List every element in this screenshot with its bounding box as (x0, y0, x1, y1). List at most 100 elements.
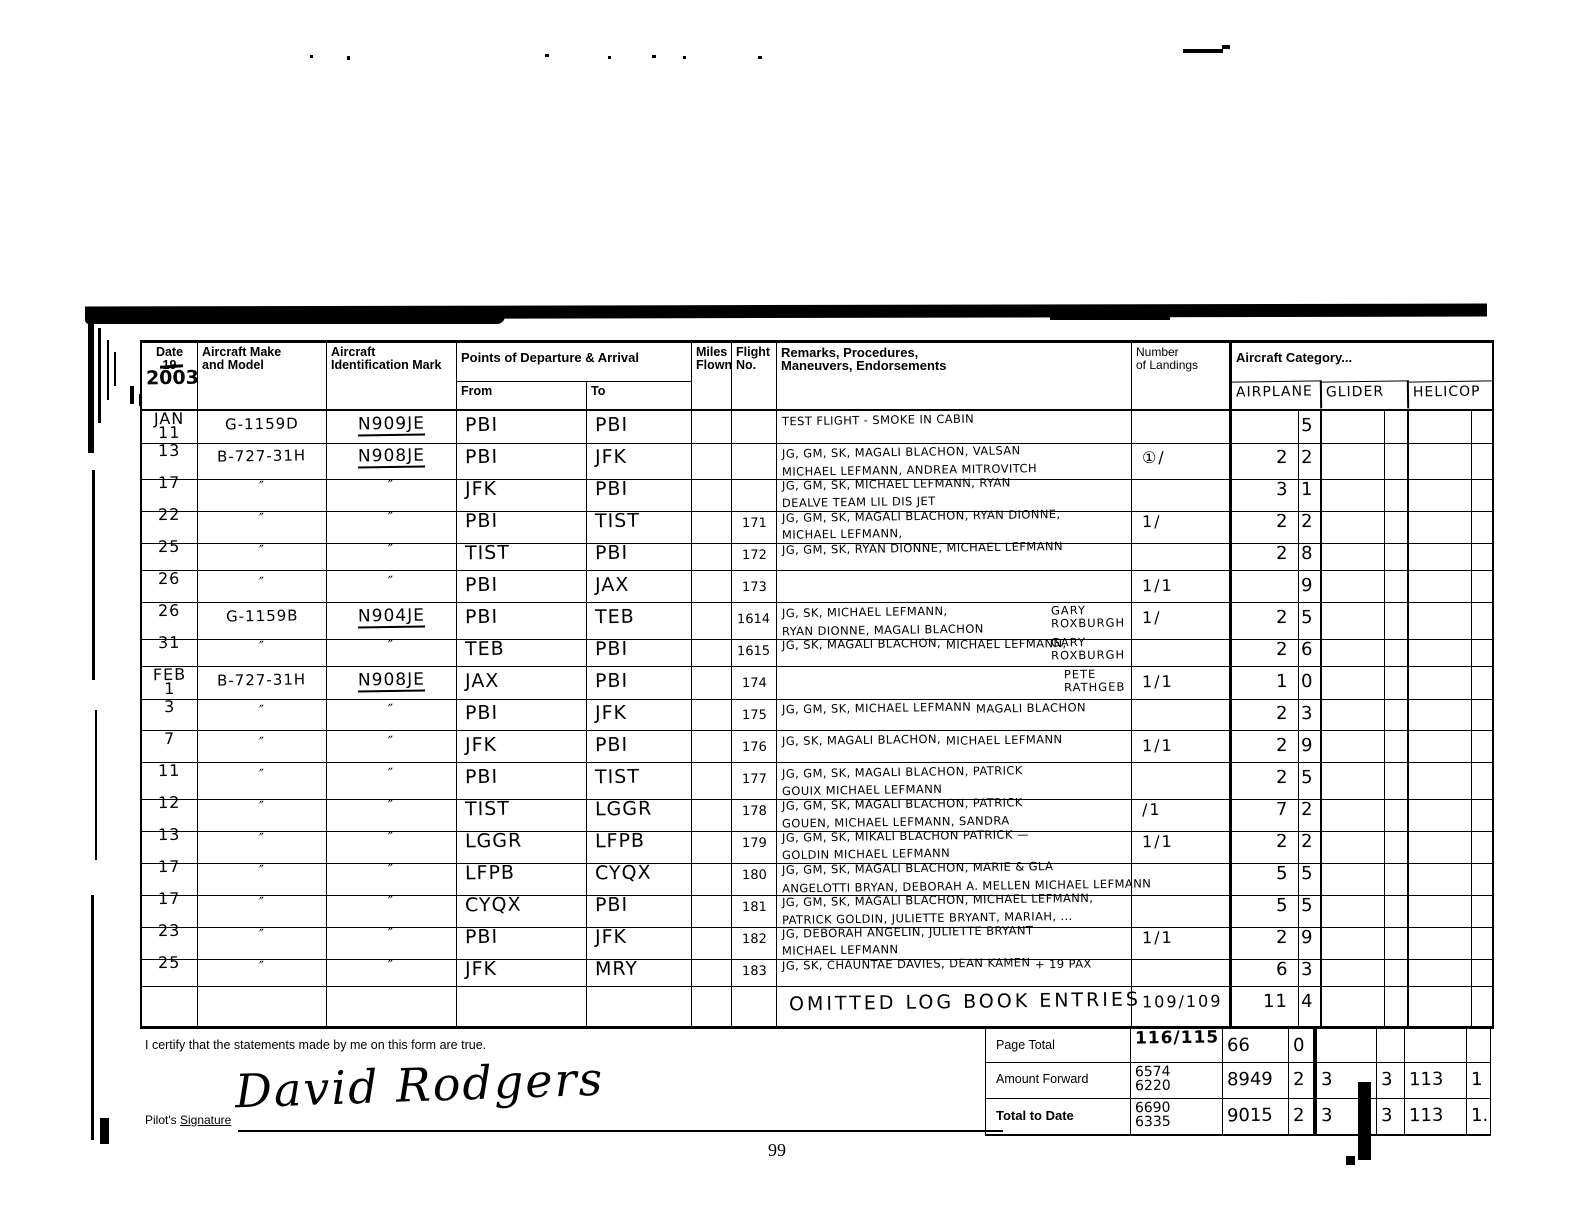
cell-value: 1 (1275, 670, 1289, 693)
remark-line: JG, GM, SK, MICHAEL LEFMANN, RYAN (781, 475, 1011, 493)
cell-ident: ″ (327, 891, 457, 928)
totals-cell-landings: 6690 6335 (1131, 1099, 1223, 1135)
cell-flight: 173 (732, 571, 777, 603)
cell-value: 178 (741, 803, 767, 820)
cell-h2 (1472, 475, 1492, 512)
cell-value: PBI (594, 637, 629, 661)
certify-statement: I certify that the statements made by me… (145, 1038, 487, 1052)
cell-miles (692, 699, 732, 731)
totals-row: Amount Forward 6574 6220 8949 2 3 3 113 1 (986, 1063, 1491, 1099)
totals-cell-g2: 3 (1377, 1063, 1405, 1099)
cell-a1: 2 (1232, 635, 1299, 667)
cell-flight: 176 (732, 731, 777, 763)
cell-a2: 9 (1299, 571, 1322, 603)
cell-value: 175 (741, 707, 767, 724)
cell-remarks: TEST FLIGHT - SMOKE IN CABIN (777, 411, 1132, 444)
cell-g2 (1385, 827, 1409, 864)
cell-value: 3 (1300, 702, 1314, 725)
totals-value: 1 (1470, 1068, 1483, 1091)
cell-ident: ″ (327, 859, 457, 896)
cell-date: 17 (142, 889, 198, 928)
cell-value: 181 (741, 899, 767, 916)
cell-h2 (1472, 859, 1492, 896)
cell-landings (1132, 859, 1232, 896)
cell-make (198, 987, 327, 1027)
cell-value: ″ (258, 894, 266, 912)
pilot-signature: David Rodgers (234, 1051, 605, 1119)
cell-miles (692, 411, 732, 444)
cell-flight (732, 475, 777, 512)
cell-miles (692, 955, 732, 987)
cell-make: G-1159D (198, 411, 327, 444)
cell-value: CYQX (464, 893, 522, 917)
cell-h2 (1472, 635, 1492, 667)
cell-value: 174 (741, 675, 767, 692)
remark-line: JG, GM, SK, RYAN DIONNE, MICHAEL LEFMANN (781, 539, 1064, 557)
cell-g2 (1385, 475, 1409, 512)
logbook-row: FEB 1 B-727-31H N908JE JAX PBI 174 PETE RATHGEB… (142, 665, 1492, 700)
header-landings: Number of Landings (1132, 343, 1232, 409)
logbook-table: Date 19 2003 Aircraft Make and Model Air… (140, 340, 1494, 1029)
cell-h2 (1472, 795, 1492, 832)
cell-h1 (1409, 763, 1472, 800)
cell-value: ″ (388, 925, 395, 943)
cell-value: ″ (388, 957, 395, 975)
cell-value: 1∕1 (1141, 575, 1174, 596)
cell-value: ″ (258, 958, 266, 976)
cell-value: ″ (258, 478, 266, 496)
remark-line: JG, SK, MICHAEL LEFMANN, (781, 603, 948, 621)
remark-line: JG, GM, SK, MAGALI BLACHON, MARIE & GLA (781, 859, 1054, 877)
cell-value: PBI (594, 477, 629, 501)
totals-cell-g1: 3 (1317, 1099, 1377, 1135)
cell-make: ″ (198, 763, 327, 800)
cell-value: 13 (158, 824, 181, 845)
header-ident: Aircraft Identification Mark (327, 343, 457, 409)
remark-line: JG, GM, SK, MAGALI BLACHON, PATRICK (781, 763, 1023, 781)
totals-cell-h2: 1 (1467, 1063, 1491, 1099)
cell-g2 (1385, 891, 1409, 928)
totals-value: 3 (1320, 1068, 1333, 1091)
cell-h2 (1472, 891, 1492, 928)
logbook-row: 22 ″ ″ PBI TIST 171 JG, GM, SK, MAGALI BLACHON… (142, 505, 1492, 544)
cell-value: 26 (158, 568, 181, 589)
cell-h1 (1409, 923, 1472, 960)
cell-value: PBI (594, 669, 629, 693)
cell-value: N908JE (357, 669, 426, 693)
cell-a1: 2 (1232, 603, 1299, 640)
cell-ident: N908JE (327, 667, 457, 700)
cell-value: 9 (1300, 574, 1314, 597)
remark-line: JG, GM, SK, MAGALI BLACHON, RYAN DIONNE, (781, 507, 1061, 525)
totals-cell-landings: 116∕115 (1131, 1027, 1223, 1063)
cell-g2 (1385, 955, 1409, 987)
cell-ident: ″ (327, 763, 457, 800)
cell-g1 (1322, 699, 1385, 731)
cell-value: JFK (464, 957, 498, 981)
cell-value: 7 (163, 728, 176, 749)
cell-value: 23 (158, 920, 181, 941)
totals-value: 113 (1408, 1104, 1444, 1127)
cell-g2 (1385, 987, 1409, 1027)
logbook-row: 25 ″ ″ TIST PBI 172 JG, GM, SK, RYAN DIONNE, M… (142, 537, 1492, 571)
cell-g1 (1322, 923, 1385, 960)
cell-g1 (1322, 955, 1385, 987)
cell-value: 171 (741, 515, 767, 532)
cell-flight (732, 987, 777, 1027)
cell-h2 (1472, 987, 1492, 1027)
cell-date: 23 (142, 920, 198, 960)
cell-make: ″ (198, 891, 327, 928)
cell-h2 (1472, 827, 1492, 864)
cell-flight: 183 (732, 955, 777, 987)
cell-make: ″ (198, 827, 327, 864)
cell-g1 (1322, 987, 1385, 1027)
cell-to: MRY (587, 955, 692, 987)
cell-ident: ″ (327, 539, 457, 571)
cell-value: JAX (464, 669, 500, 693)
cell-remarks: JG, GM, SK, MAGALI BLACHON, MICHAEL LEFM… (777, 891, 1132, 928)
cell-g2 (1385, 603, 1409, 640)
cell-value: 5 (1300, 606, 1314, 629)
cell-date: 12 (142, 793, 198, 832)
cell-remarks: JG, GM, SK, MIKALI BLACHON PATRICK —GOLD… (777, 827, 1132, 864)
remark-line: JG, GM, SK, MAGALI BLACHON, MICHAEL LEFM… (781, 890, 1094, 910)
cell-h2 (1472, 955, 1492, 987)
remark-line: JG, GM, SK, MAGALI BLACHON, VALSAN (781, 443, 1021, 461)
